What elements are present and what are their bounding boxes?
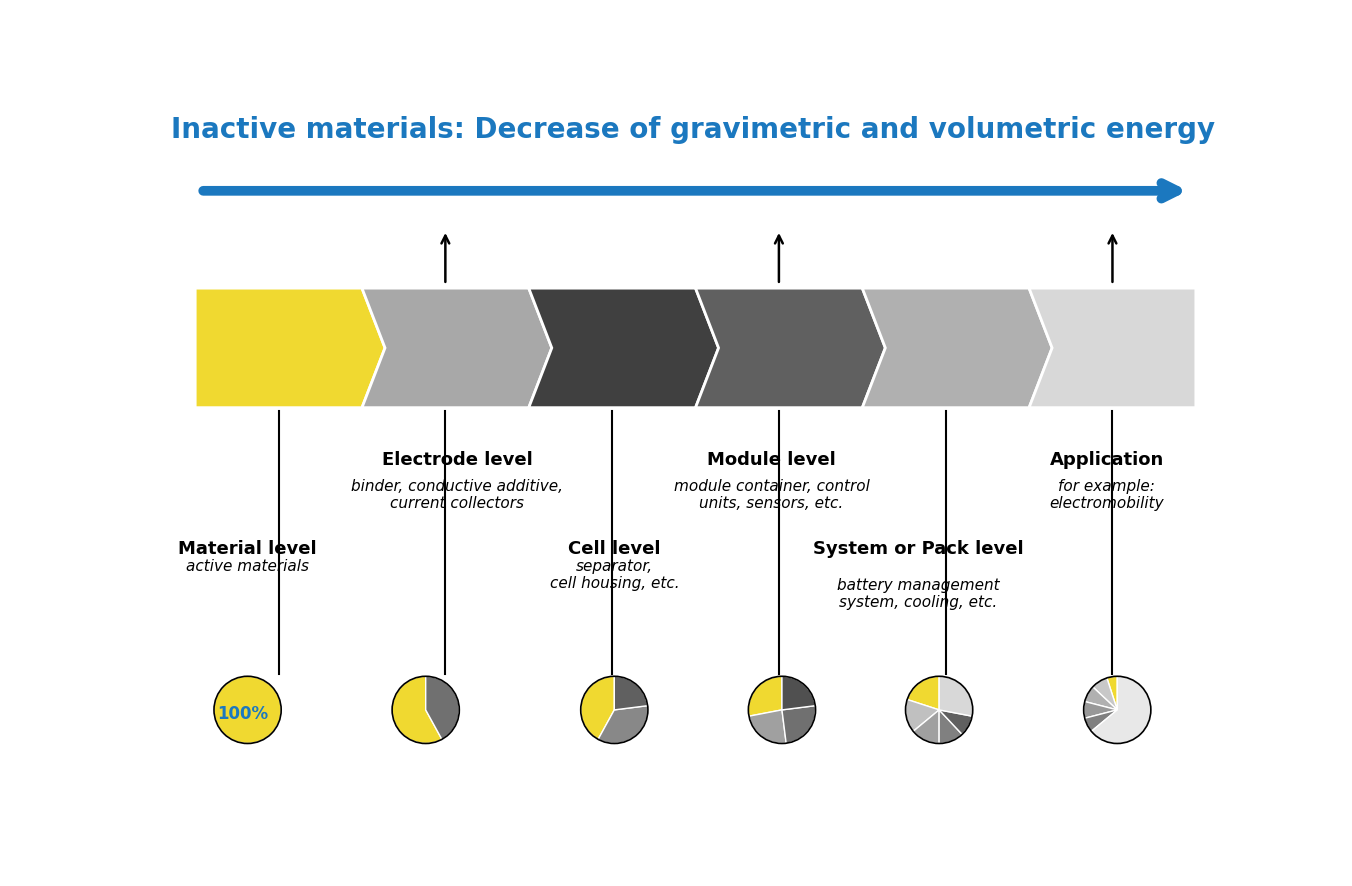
FancyArrowPatch shape xyxy=(775,237,783,283)
Text: Cell level: Cell level xyxy=(568,540,661,557)
Polygon shape xyxy=(1029,289,1195,408)
Wedge shape xyxy=(581,677,614,740)
Wedge shape xyxy=(1092,678,1117,710)
Wedge shape xyxy=(214,677,281,743)
Text: Inactive materials: Decrease of gravimetric and volumetric energy: Inactive materials: Decrease of gravimet… xyxy=(170,116,1215,144)
Text: battery management
system, cooling, etc.: battery management system, cooling, etc. xyxy=(837,577,999,610)
Text: System or Pack level: System or Pack level xyxy=(813,540,1023,557)
Text: module container, control
units, sensors, etc.: module container, control units, sensors… xyxy=(673,478,869,510)
Text: for example:
electromobility: for example: electromobility xyxy=(1049,478,1164,510)
Wedge shape xyxy=(781,677,815,710)
Polygon shape xyxy=(362,289,552,408)
Wedge shape xyxy=(1091,677,1151,743)
Wedge shape xyxy=(749,710,786,743)
Text: 100%: 100% xyxy=(216,704,268,722)
Wedge shape xyxy=(1084,710,1117,732)
Text: Material level: Material level xyxy=(178,540,316,557)
Polygon shape xyxy=(695,289,886,408)
Wedge shape xyxy=(907,677,940,710)
Wedge shape xyxy=(940,710,963,743)
Wedge shape xyxy=(940,710,972,734)
Polygon shape xyxy=(529,289,718,408)
Wedge shape xyxy=(1084,702,1117,719)
Wedge shape xyxy=(906,700,940,732)
FancyArrowPatch shape xyxy=(203,183,1178,199)
Wedge shape xyxy=(1107,677,1117,710)
Text: Module level: Module level xyxy=(707,451,836,469)
Text: Electrode level: Electrode level xyxy=(381,451,533,469)
Wedge shape xyxy=(749,677,781,717)
Text: binder, conductive additive,
current collectors: binder, conductive additive, current col… xyxy=(352,478,564,510)
Wedge shape xyxy=(913,710,940,743)
Polygon shape xyxy=(195,289,385,408)
Text: separator,
cell housing, etc.: separator, cell housing, etc. xyxy=(549,558,679,590)
Wedge shape xyxy=(598,706,648,743)
Wedge shape xyxy=(426,677,460,740)
Wedge shape xyxy=(614,677,648,710)
Text: Application: Application xyxy=(1049,451,1164,469)
Polygon shape xyxy=(863,289,1052,408)
Wedge shape xyxy=(781,706,815,743)
Wedge shape xyxy=(392,677,442,743)
Text: active materials: active materials xyxy=(187,558,310,573)
Wedge shape xyxy=(1084,688,1117,710)
Wedge shape xyxy=(940,677,972,717)
FancyArrowPatch shape xyxy=(1109,237,1117,283)
FancyArrowPatch shape xyxy=(442,237,449,283)
